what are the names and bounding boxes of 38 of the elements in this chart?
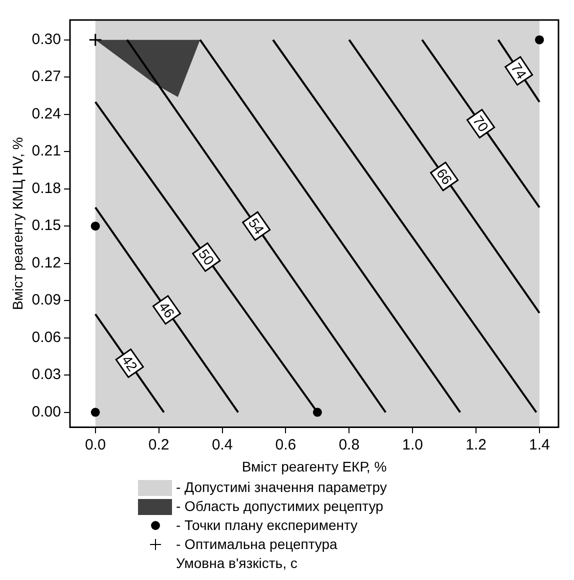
point (312, 408, 322, 417)
point (534, 35, 544, 44)
y-tick-label: 0.30 (32, 31, 61, 48)
y-tick-label: 0.03 (32, 366, 61, 384)
text: 70 (470, 112, 492, 135)
y-tick-label: 0.00 (32, 403, 61, 420)
y-tick-label: 0.21 (32, 142, 61, 160)
text: 42 (118, 352, 141, 374)
x-tick-label: 0.4 (212, 436, 233, 454)
legend-label: - Допустимі значення параметру (176, 478, 387, 497)
legend-title: Умовна в'язкість, с (175, 554, 298, 573)
x-tick-label: 1.0 (402, 436, 424, 454)
x-tick-label: 0.6 (275, 436, 296, 454)
text: 50 (195, 246, 218, 268)
y-axis-title: Вміст реагенту КМЦ HV, % (9, 137, 26, 310)
text: 66 (433, 165, 456, 188)
x-tick-label: 0.2 (148, 436, 170, 454)
y-tick-label: 0.09 (32, 292, 61, 309)
y-tick-label: 0.18 (32, 180, 61, 197)
y-tick-label: 0.24 (32, 105, 61, 122)
x-tick-label: 1.4 (529, 436, 550, 454)
legend-label: - Оптимальна рецептура (176, 535, 338, 554)
text: 46 (156, 298, 178, 321)
y-tick-label: 0.06 (32, 328, 61, 346)
point (88, 33, 102, 47)
x-tick-label: 0.8 (338, 436, 360, 454)
x-tick-label: 1.2 (466, 436, 486, 454)
x-axis-title: Вміст реагенту ЕКР, % (242, 458, 387, 474)
point (90, 408, 100, 417)
y-tick-label: 0.15 (32, 217, 61, 234)
text: 54 (245, 215, 268, 238)
x-tick-label: 0.0 (84, 436, 106, 454)
y-tick-label: 0.12 (32, 254, 61, 272)
point (90, 222, 100, 231)
y-tick-label: 0.27 (32, 68, 61, 86)
legend-label: - Область допустимих рецептур (176, 497, 384, 516)
text: 74 (508, 60, 530, 82)
legend-label: - Точки плану експерименту (176, 516, 358, 535)
